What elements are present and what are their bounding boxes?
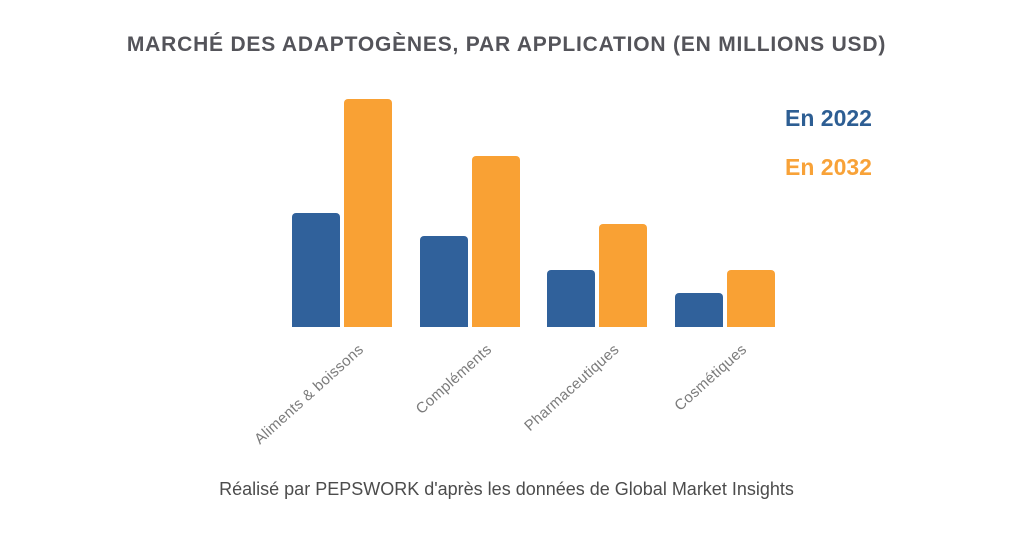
legend-item-2022: En 2022 [785,105,872,131]
bar-2022-cosm-tiques [674,292,723,327]
bar-group-aliments-boissons: Aliments & boissons [251,99,392,448]
bar-group-cosm-tiques: Cosmétiques [671,99,775,414]
category-label-pharmaceutiques: Pharmaceutiques [521,341,623,435]
legend-item-2032: En 2032 [785,154,872,181]
bar-2032-compl-ments [471,156,520,327]
footer-credit: Réalisé par PEPSWORK d'après les données… [219,479,794,499]
bar-2032-aliments-boissons [344,99,392,327]
category-label-cosm-tiques: Cosmétiques [671,341,751,415]
chart-title: MARCHÉ DES ADAPTOGÈNES, PAR APPLICATION … [126,33,887,56]
category-label-aliments-boissons: Aliments & boissons [251,341,368,448]
bar-2032-pharmaceutiques [599,224,648,327]
legend: En 2022 En 2032 [785,105,872,181]
bar-2032-cosm-tiques [726,270,775,327]
bar-group-compl-ments: Compléments [412,99,520,418]
category-label-compl-ments: Compléments [412,341,496,418]
bar-2022-pharmaceutiques [547,270,596,327]
bar-group-pharmaceutiques: Pharmaceutiques [521,99,648,435]
bar-2022-compl-ments [419,235,468,327]
bar-2022-aliments-boissons [292,213,340,327]
plot-area: Aliments & boissons Compléments Pharmaceut… [251,99,775,448]
